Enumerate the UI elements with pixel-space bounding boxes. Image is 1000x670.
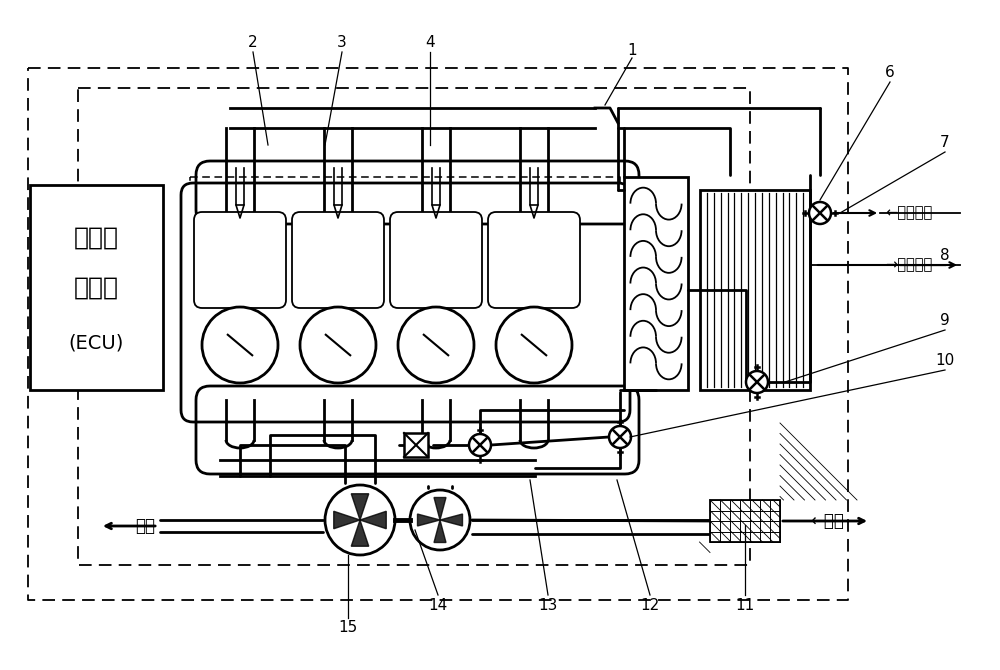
Circle shape	[469, 434, 491, 456]
Bar	[710, 500, 780, 542]
Text: 制单元: 制单元	[74, 275, 119, 299]
Text: (ECU): (ECU)	[69, 333, 124, 352]
Circle shape	[398, 307, 474, 383]
Text: 1: 1	[627, 42, 637, 58]
Polygon shape	[351, 494, 369, 520]
Circle shape	[609, 426, 631, 448]
Text: ←冷却水进: ←冷却水进	[885, 206, 932, 220]
Polygon shape	[434, 520, 446, 543]
FancyBboxPatch shape	[292, 212, 384, 308]
Polygon shape	[434, 498, 446, 520]
Text: →冷却水出: →冷却水出	[885, 257, 932, 273]
Circle shape	[300, 307, 376, 383]
Text: 9: 9	[940, 312, 950, 328]
Text: 8: 8	[940, 247, 950, 263]
Bar	[700, 190, 810, 390]
Polygon shape	[351, 520, 369, 546]
Text: 15: 15	[338, 620, 358, 636]
Bar	[30, 185, 163, 390]
Text: 6: 6	[885, 64, 895, 80]
Circle shape	[496, 307, 572, 383]
FancyBboxPatch shape	[390, 212, 482, 308]
Polygon shape	[360, 511, 386, 529]
FancyBboxPatch shape	[488, 212, 580, 308]
Text: 10: 10	[935, 352, 955, 368]
FancyBboxPatch shape	[181, 183, 630, 422]
FancyBboxPatch shape	[194, 212, 286, 308]
Text: 12: 12	[640, 598, 660, 612]
Circle shape	[202, 307, 278, 383]
Polygon shape	[334, 511, 360, 529]
Circle shape	[410, 490, 470, 550]
Bar	[404, 433, 428, 457]
Circle shape	[325, 485, 395, 555]
Polygon shape	[418, 514, 440, 526]
Text: 13: 13	[538, 598, 558, 612]
Polygon shape	[440, 514, 463, 526]
Text: 电子控: 电子控	[74, 226, 119, 249]
Text: 4: 4	[425, 34, 435, 50]
Text: 3: 3	[337, 34, 347, 50]
Text: 7: 7	[940, 135, 950, 149]
Bar	[624, 177, 688, 390]
Text: 14: 14	[428, 598, 448, 612]
Circle shape	[746, 371, 768, 393]
Text: ←进气: ←进气	[810, 512, 844, 530]
Circle shape	[809, 202, 831, 224]
Text: 11: 11	[735, 598, 755, 612]
Text: 排气: 排气	[135, 517, 155, 535]
Text: 2: 2	[248, 34, 258, 50]
